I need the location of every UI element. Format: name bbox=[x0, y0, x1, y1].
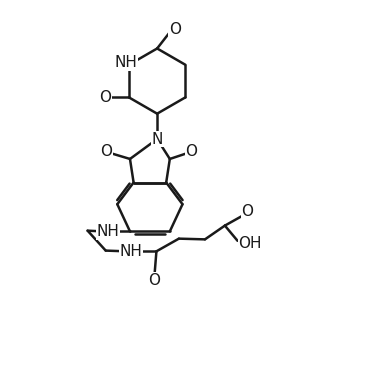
Text: O: O bbox=[169, 22, 181, 37]
Text: OH: OH bbox=[238, 236, 262, 251]
Text: O: O bbox=[99, 90, 111, 105]
Text: NH: NH bbox=[115, 55, 138, 70]
Text: NH: NH bbox=[97, 224, 120, 239]
Text: O: O bbox=[149, 273, 161, 288]
Text: O: O bbox=[100, 144, 112, 159]
Text: O: O bbox=[241, 204, 253, 219]
Text: N: N bbox=[151, 131, 163, 146]
Text: O: O bbox=[185, 144, 197, 159]
Text: NH: NH bbox=[120, 244, 142, 259]
